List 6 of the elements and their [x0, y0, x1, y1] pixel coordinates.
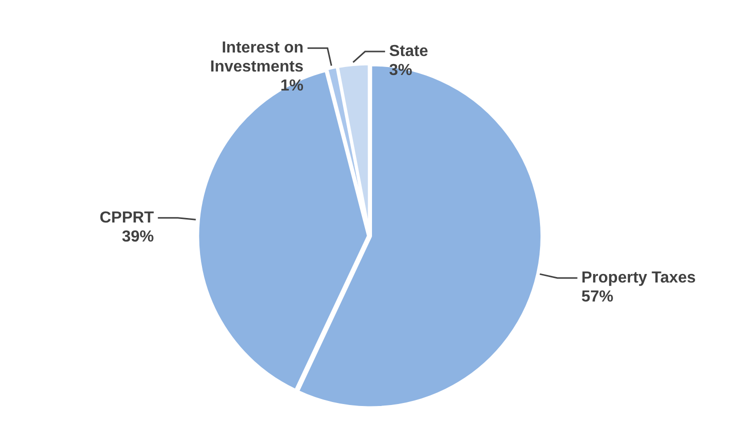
data-label: 39%: [122, 228, 154, 246]
slice-label: Property Taxes: [581, 269, 696, 286]
slice-label: CPPRT: [100, 209, 154, 226]
slice-label: State: [389, 42, 428, 60]
slice-label: Interest on Investments: [210, 40, 304, 76]
data-label: 57%: [581, 288, 614, 306]
